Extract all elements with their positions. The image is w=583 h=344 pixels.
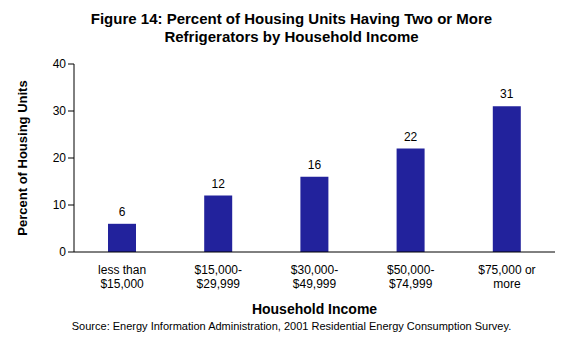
svg-text:12: 12 — [212, 177, 226, 191]
html-text:Figure 14: Percent of Housing: Figure 14: Percent of Housing Units Havi… — [90, 10, 493, 45]
svg-text:30: 30 — [53, 104, 67, 118]
svg-text:20: 20 — [53, 151, 67, 165]
svg-text:16: 16 — [308, 158, 322, 172]
svg-text:$15,000-$29,999: $15,000-$29,999 — [195, 263, 242, 291]
svg-text:$30,000-$49,999: $30,000-$49,999 — [291, 263, 338, 291]
svg-text:0: 0 — [59, 245, 66, 259]
svg-text:40: 40 — [53, 57, 67, 71]
svg-text:less than$15,000: less than$15,000 — [98, 263, 146, 291]
html-text:Source: Energy Information Adm: Source: Energy Information Administratio… — [71, 320, 512, 332]
svg-text:Percent of Housing Units: Percent of Housing Units — [15, 80, 30, 235]
svg-text:$50,000-$74,999: $50,000-$74,999 — [387, 263, 434, 291]
svg-text:31: 31 — [500, 87, 514, 101]
svg-text:Household Income: Household Income — [252, 301, 377, 317]
svg-text:6: 6 — [119, 205, 126, 219]
svg-text:22: 22 — [404, 130, 418, 144]
svg-text:$75,000 ormore: $75,000 ormore — [478, 263, 535, 291]
svg-text:10: 10 — [53, 198, 67, 212]
